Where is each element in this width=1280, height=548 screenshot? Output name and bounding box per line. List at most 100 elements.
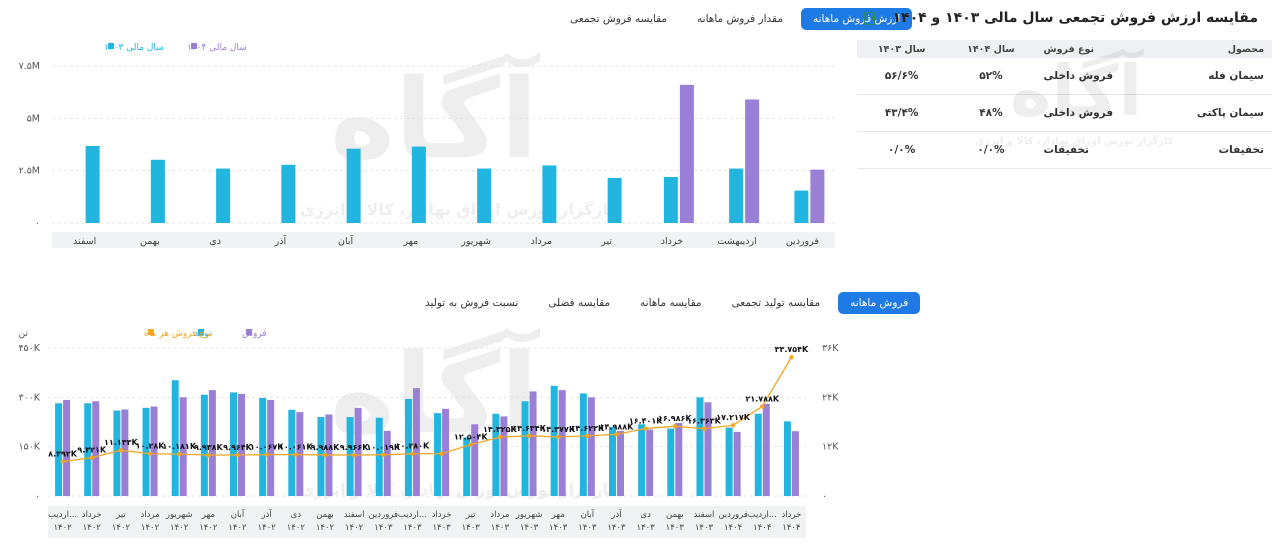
bar-production [579,393,587,496]
bar-sales [238,394,245,496]
bar-production [754,413,762,496]
bottom-tab-1[interactable]: مقایسه تولید تجمعی [731,297,821,309]
bar-sales [354,407,362,496]
bar-production [55,403,63,496]
top-tabs: ارزش فروش ماهانه مقدار فروش ماهانه مقایسه … [558,8,913,30]
x-tick-label-year: ۱۴۰۳ [491,523,510,533]
x-tick-label-month: آبان [581,508,595,520]
y-tick-label: ۲.۵M [19,166,40,177]
bar-sales [471,424,479,496]
y-unit-label: تن [19,329,29,339]
x-tick-label-year: ۱۴۰۲ [112,523,131,533]
x-tick-label-year: ۱۴۰۳ [549,523,568,533]
bottom-tab-3[interactable]: مقایسه فصلی [548,297,611,309]
x-tick-label-year: ۱۴۰۴ [753,523,771,533]
rate-point [147,451,153,456]
rate-data-label: ۱۴.۳۷۷K [541,425,575,434]
y-right-tick-label: ۰ [822,491,827,502]
x-tick-label-month: فروردین [718,510,748,520]
rate-point [206,452,211,458]
x-tick-label-month: اردیب... [398,510,427,520]
bar-production [171,380,179,496]
x-tick-label: بهمن [140,236,160,247]
x-tick-label-year: ۱۴۰۳ [462,523,481,533]
x-tick-label-year: ۱۴۰۲ [228,523,247,533]
x-tick-label-year: ۱۴۰۴ [724,523,742,533]
rate-point [701,426,707,431]
x-tick-label-month: آذر [261,508,273,520]
legend-label: سال مالی ۱۴۰۳ [104,43,164,53]
table-cell: ۵۶/۶% [857,58,947,95]
rate-point [60,459,65,464]
bar-production [404,398,412,496]
legend-swatch [246,329,252,335]
bottom-tab-4[interactable]: نسبت فروش به تولید [425,297,519,309]
top-tab-2[interactable]: مقایسه فروش تجمعی [570,13,668,25]
x-tick-label-year: ۱۴۰۳ [578,523,597,533]
bottom-tab-2[interactable]: مقایسه ماهانه [640,297,702,309]
x-tick-label-year: ۱۴۰۳ [520,523,539,533]
table-cell: تخفیفات [1155,131,1272,169]
rate-point [643,426,648,431]
bar-1403 [85,145,100,223]
x-tick-label-month: فروردین [368,510,398,520]
x-tick-label-year: ۱۴۰۲ [345,523,364,533]
y-left-tick-label: ۴۵۰K [18,343,40,354]
x-tick-label: خرداد [661,236,683,247]
rate-data-label: ۹.۹۶۴K [223,443,253,452]
rate-point [555,434,561,440]
bar-production [375,417,383,496]
y-left-tick-label: ۱۵۰K [18,442,40,453]
bar-production [200,394,208,496]
x-tick-label-year: ۱۴۰۲ [258,523,277,533]
x-tick-label-month: خرداد [432,510,452,520]
bar-production [434,413,442,496]
bar-production [609,426,616,496]
table-cell: ۵۲% [946,58,1036,95]
bar-1403 [663,176,678,223]
bar-production [142,407,150,496]
bar-1403 [542,165,557,223]
top-tab-0[interactable]: ارزش فروش ماهانه [800,8,913,30]
rate-data-label: ۹.۳۲۱K [77,446,107,455]
y-right-tick-label: ۳۶K [822,343,839,354]
table-row: سیمان پاکتی فروش داخلی ۴۸% ۴۳/۴% [857,94,1272,132]
x-tick-label: مرداد [531,236,552,247]
rate-data-label: ۱۴.۶۲۳K [571,424,605,433]
x-tick-label-year: ۱۴۰۴ [782,523,800,533]
y-left-tick-label: ۰ [35,491,40,502]
rate-point [526,433,532,439]
comparison-table: محصول نوع فروش سال ۱۴۰۴ سال ۱۴۰۳ سیمان فله ف… [857,40,1272,169]
top-tab-1[interactable]: مقدار فروش ماهانه [697,13,783,25]
x-tick-label: مهر [403,236,419,247]
bar-1403 [216,168,231,223]
x-tick-label: آذر [274,234,287,247]
bar-production [463,437,471,496]
bar-1404 [810,169,825,223]
x-tick-label-month: شهریور [165,510,193,520]
y-tick-label: ۵M [27,113,40,124]
bar-sales [150,406,158,496]
rate-point [730,423,736,428]
rate-data-label: ۱۴.۹۸۸K [600,422,634,431]
rate-data-label: ۱۱.۱۳۳K [104,438,138,447]
x-tick-label: آبان [338,234,354,247]
bar-production [550,385,558,496]
rate-point [439,451,444,456]
bar-sales [646,429,654,496]
table-cell: ۴۳/۴% [857,94,947,132]
rate-data-label: ۱۰.۱۸۱K [162,442,196,451]
table-cell: ۰/۰% [857,131,947,169]
excel-icon[interactable] [864,12,875,25]
rate-data-label: ۱۰.۰۶۱K [279,443,313,452]
bar-production [783,421,791,496]
x-tick-label-year: ۱۴۰۲ [83,523,102,533]
rate-point [789,355,794,360]
x-tick-label-month: بهمن [666,510,684,520]
bar-1403 [281,164,296,223]
table-header: محصول نوع فروش سال ۱۴۰۴ سال ۱۴۰۳ [857,40,1272,58]
rate-data-label: ۱۶.۴۰۱K [629,417,663,426]
bottom-tab-0[interactable]: فروش ماهانه [838,292,921,314]
x-tick-label-month: آبان [231,508,245,520]
